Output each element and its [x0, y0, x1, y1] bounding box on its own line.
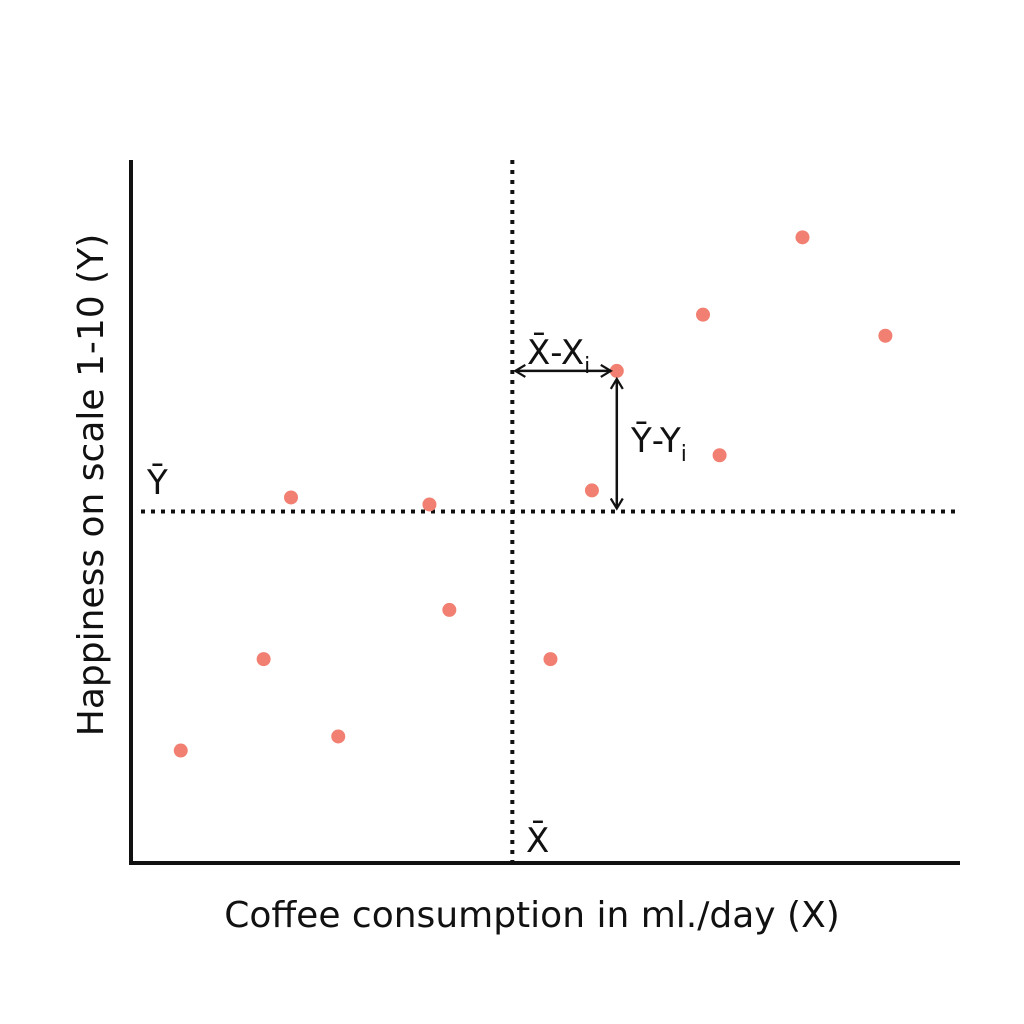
x-mean-label: X̄	[526, 820, 549, 861]
y-mean-label: Ȳ	[146, 463, 168, 503]
x-axis-title: Coffee consumption in ml./day (X)	[224, 895, 840, 936]
data-point	[543, 652, 558, 667]
y-axis-title: Happiness on scale 1-10 (Y)	[71, 234, 112, 736]
data-points	[173, 230, 893, 758]
data-point	[283, 490, 298, 505]
data-point	[878, 328, 893, 343]
data-point	[795, 230, 810, 245]
x-deviation-main: X̄-X	[527, 332, 584, 373]
data-point	[442, 602, 457, 617]
data-point	[712, 448, 727, 463]
x-deviation-label: X̄-Xi	[527, 332, 590, 379]
y-deviation-label: Ȳ-Yi	[630, 421, 687, 467]
deviation-arrows	[513, 363, 624, 511]
data-point	[584, 483, 599, 498]
x-deviation-subscript: i	[584, 354, 590, 379]
data-point	[609, 363, 624, 378]
data-point	[696, 307, 711, 322]
y-deviation-main: Ȳ-Y	[630, 421, 681, 461]
data-point	[173, 743, 188, 758]
data-point	[422, 497, 437, 512]
data-point	[331, 729, 346, 744]
mean-lines	[141, 160, 960, 863]
data-point	[256, 652, 271, 667]
y-deviation-subscript: i	[681, 442, 687, 467]
